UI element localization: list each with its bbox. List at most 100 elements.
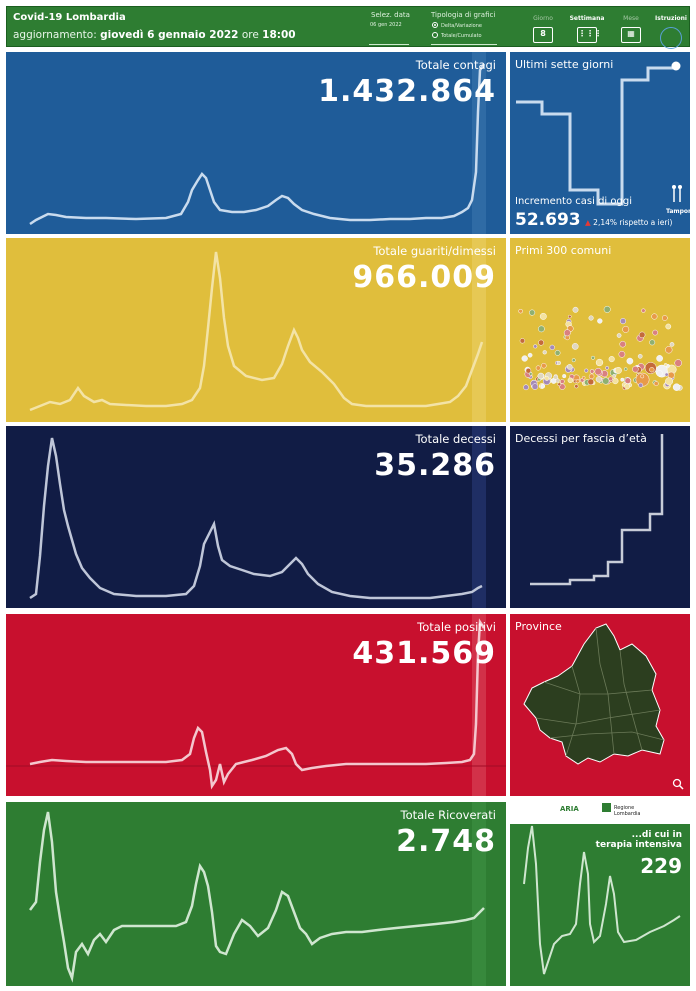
nav-day-label: Giorno [533, 15, 553, 22]
comune-bubble [538, 339, 545, 346]
decessi-sparkline [29, 426, 486, 608]
nav-week-button[interactable]: Settimana ⋮⋮⋮ [565, 15, 609, 43]
comune-bubble [595, 376, 603, 383]
regione-lombardia-logo-icon [602, 803, 611, 812]
comune-bubble [637, 353, 643, 359]
info-circle-icon [660, 27, 682, 49]
ricoverati-sparkline [29, 802, 486, 986]
comune-bubble [519, 338, 526, 344]
comune-bubble [669, 342, 675, 347]
comune-bubble [674, 359, 682, 367]
seven-days-title: Ultimi sette giorni [515, 58, 614, 71]
comune-bubble [620, 377, 625, 382]
header-bar: Covid-19 Lombardia aggiornamento: gioved… [6, 6, 690, 49]
radio-delta[interactable] [432, 22, 438, 28]
comune-bubble [605, 366, 609, 370]
nav-instructions-button[interactable]: Istruzioni [653, 15, 689, 49]
comune-bubble [623, 367, 628, 371]
comune-bubble [540, 383, 546, 389]
comune-bubble [553, 374, 559, 380]
comune-bubble [541, 362, 547, 369]
comune-bubble [608, 356, 615, 363]
comune-bubble [603, 305, 611, 313]
comune-bubble [531, 383, 539, 390]
terapia-value: 229 [640, 854, 682, 878]
comune-bubble [665, 323, 672, 330]
comune-bubble [619, 318, 627, 325]
comune-bubble [521, 355, 528, 362]
comune-bubble [563, 329, 571, 337]
panel-decessi[interactable]: Totale decessi 35.286 [6, 426, 506, 608]
comune-bubble [594, 367, 602, 376]
comune-bubble [638, 331, 646, 339]
calendar-week-icon: ⋮⋮⋮ [577, 27, 602, 43]
chart-type-underline [431, 44, 497, 45]
comune-bubble [572, 306, 579, 313]
date-selector[interactable]: 06 gen 2022 [370, 22, 402, 28]
comuni-title: Primi 300 comuni [515, 244, 612, 257]
comune-bubble [653, 381, 659, 387]
panel-ricoverati[interactable]: Totale Ricoverati 2.748 [6, 802, 506, 986]
province-title: Province [515, 620, 562, 633]
app-title: Covid-19 Lombardia [13, 12, 126, 23]
ricoverati-value: 2.748 [396, 824, 496, 859]
aria-logo: ARIA [560, 805, 579, 813]
panel-terapia-intensiva[interactable]: ...di cui in terapia intensiva 229 [510, 824, 690, 986]
comune-bubble [632, 365, 639, 373]
panel-guariti[interactable]: Totale guariti/dimessi 966.009 [6, 238, 506, 422]
comune-bubble [525, 367, 532, 374]
eta-title: Decessi per fascia d’età [515, 432, 647, 445]
comune-bubble [574, 384, 579, 389]
comune-bubble [656, 370, 663, 377]
comune-bubble [612, 373, 617, 378]
zoom-icon[interactable] [672, 778, 684, 790]
nav-month-button[interactable]: Mese ▦ [611, 15, 651, 43]
chart-type-label: Tipologia di grafici [431, 11, 496, 19]
comune-bubble [567, 377, 574, 384]
logos-strip: ARIA Regione Lombardia [560, 803, 650, 819]
radio-delta-label: Delta/Variazione [441, 23, 482, 29]
radio-cumulato[interactable] [432, 32, 438, 38]
comune-bubble [566, 364, 573, 370]
comune-bubble [568, 314, 572, 319]
date-selector-label: Selez. data [371, 11, 410, 19]
comune-bubble [664, 372, 669, 377]
nav-day-button[interactable]: Giorno 8 [523, 15, 563, 43]
terapia-title: ...di cui in terapia intensiva [595, 830, 682, 850]
panel-contagi[interactable]: Totale contagi 1.432.864 [6, 52, 506, 234]
comune-bubble [549, 344, 555, 351]
positivi-title: Totale positivi [417, 620, 496, 634]
comune-bubble [624, 383, 631, 390]
comune-bubble [589, 369, 595, 374]
guariti-title: Totale guariti/dimessi [373, 244, 496, 258]
lombardia-map [523, 623, 665, 765]
comune-bubble [544, 375, 550, 381]
panel-eta[interactable]: Decessi per fascia d’età [510, 426, 690, 608]
terapia-sparkline [523, 825, 681, 975]
increment-change-text: 2,14% rispetto a ieri) [593, 218, 673, 227]
eta-chart [530, 434, 664, 586]
positivi-value: 431.569 [352, 636, 496, 671]
comune-bubble [527, 352, 533, 358]
comune-bubble [518, 308, 523, 314]
panel-positivi[interactable]: Totale positivi 431.569 [6, 614, 506, 796]
comune-bubble [535, 365, 541, 371]
comune-bubble [616, 333, 622, 338]
comune-bubble [581, 376, 586, 380]
panel-comuni[interactable]: Primi 300 comuni [510, 238, 690, 422]
ricoverati-title: Totale Ricoverati [400, 808, 497, 822]
tamponi-label: Tamponi [666, 208, 695, 215]
comune-bubble [612, 377, 619, 385]
comune-bubble [624, 377, 631, 384]
panel-seven-days[interactable]: Ultimi sette giorni Incremento casi di o… [510, 52, 694, 234]
swab-icon [670, 184, 684, 208]
comune-bubble [665, 377, 674, 386]
nav-instructions-label: Istruzioni [655, 15, 687, 22]
comune-bubble [559, 379, 565, 384]
comune-bubble [614, 366, 622, 374]
panel-province[interactable]: Province [510, 614, 690, 796]
comune-bubble [538, 325, 545, 333]
comune-bubble [661, 315, 668, 321]
guariti-value: 966.009 [352, 260, 496, 295]
comune-bubble [618, 350, 626, 358]
